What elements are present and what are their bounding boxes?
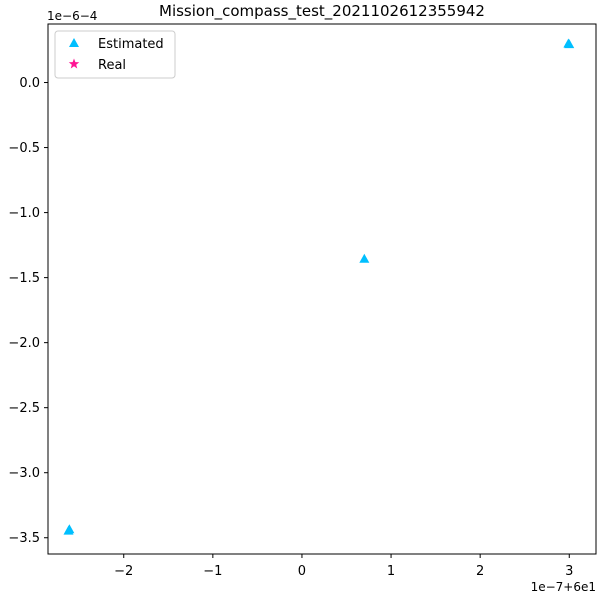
x-tick-label: 0: [298, 564, 306, 579]
legend-item-estimated: Estimated: [69, 37, 164, 52]
x-tick-label: −2: [114, 564, 133, 579]
y-tick-label: −3.5: [8, 531, 40, 546]
x-axis-offset-text: 1e−7+6e1: [531, 580, 596, 594]
x-tick-label: 2: [476, 564, 484, 579]
x-tick-label: 1: [387, 564, 395, 579]
chart-title: Mission_compass_test_2021102612355942: [159, 2, 485, 21]
y-tick-label: −2.0: [8, 336, 40, 351]
legend: Estimated Real: [54, 30, 176, 79]
y-tick-label: −2.5: [8, 401, 40, 416]
y-tick-label: 0.0: [19, 76, 40, 91]
legend-item-real: Real: [68, 58, 126, 73]
y-tick-label: −1.5: [8, 271, 40, 286]
data-point-triangle: [359, 253, 370, 263]
y-axis-offset-text: 1e−6−4: [47, 9, 97, 23]
legend-triangle-icon: [69, 38, 79, 47]
legend-label-estimated: Estimated: [98, 37, 164, 52]
x-tick-label: 3: [565, 564, 573, 579]
y-tick-label: −0.5: [8, 141, 40, 156]
legend-box: [54, 30, 176, 79]
data-point-triangle: [564, 39, 575, 49]
data-points: [63, 38, 575, 535]
axis-ticks: −2 −1 0 1 2 3 0.0 −0.5 −1.0 −1.5 −2.0 −2.5 −3.0 −3.5: [8, 76, 573, 579]
plot-frame: [47, 23, 597, 555]
y-tick-label: −1.0: [8, 206, 40, 221]
data-point-triangle: [64, 524, 75, 534]
legend-star-icon: [68, 58, 80, 69]
legend-label-real: Real: [98, 58, 126, 73]
x-tick-label: −1: [203, 564, 222, 579]
y-tick-label: −3.0: [8, 466, 40, 481]
